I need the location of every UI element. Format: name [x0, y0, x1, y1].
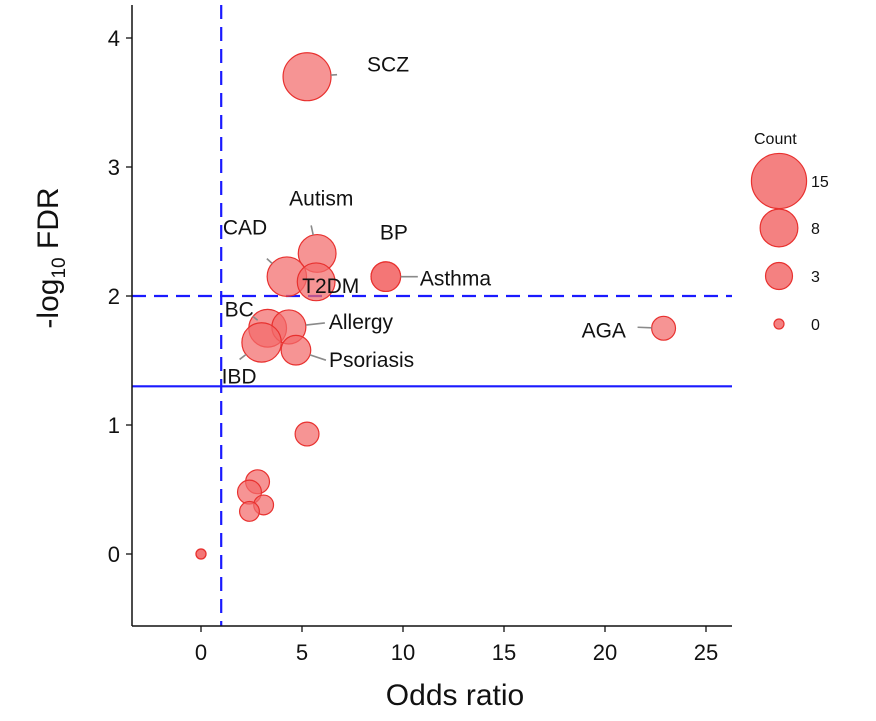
legend-label: 8 [811, 221, 820, 238]
point-label-psoriasis: Psoriasis [329, 349, 414, 372]
point-unlabeled [195, 548, 207, 560]
legend-label: 15 [811, 174, 829, 191]
point-aga [651, 315, 677, 341]
point-psoriasis [280, 334, 312, 366]
y-axis-title-subscript: 10 [49, 257, 70, 278]
data-points [195, 52, 677, 560]
x-tick-label: 25 [694, 640, 718, 665]
point-label-bp: BP [380, 222, 408, 245]
point-label-aga: AGA [582, 319, 626, 342]
reference-lines [132, 5, 732, 626]
label-leader-line [305, 322, 325, 326]
point-unlabeled [294, 421, 320, 447]
x-tick-label: 0 [195, 640, 207, 665]
legend-bubble [759, 208, 799, 248]
label-leader-line [239, 353, 247, 361]
legend-label: 0 [811, 317, 820, 334]
x-tick-label: 5 [296, 640, 308, 665]
legend-title: Count [754, 131, 797, 148]
point-label-autism: Autism [289, 187, 353, 210]
y-tick-label: 0 [108, 542, 120, 567]
point-label-cad: CAD [223, 217, 267, 240]
y-tick-label: 3 [108, 155, 120, 180]
y-axis-title-main: -log [32, 279, 65, 329]
point-label-asthma: Asthma [420, 268, 492, 291]
label-leader-line [310, 225, 314, 236]
legend-label: 3 [811, 269, 820, 286]
label-leader-line [252, 315, 259, 321]
y-axis-title-tail: FDR [32, 187, 65, 257]
legend-bubble [773, 318, 785, 330]
x-tick-label: 20 [593, 640, 617, 665]
point-ibd [241, 322, 282, 363]
y-axis-title: -log10 FDR [32, 187, 70, 328]
x-tick-label: 15 [492, 640, 516, 665]
point-t2dm [296, 262, 336, 302]
point-labels: SCZ Autism CAD T2DM BP Asthma BC Allergy IBD Psor… [222, 54, 652, 388]
point-label-t2dm: T2DM [302, 275, 359, 298]
label-leader-line [309, 354, 327, 361]
point-unlabeled [238, 500, 260, 522]
y-tick-label: 4 [108, 26, 120, 51]
point-label-ibd: IBD [222, 365, 257, 388]
legend: Count 15 8 3 0 [750, 131, 829, 334]
label-leader-line [637, 326, 652, 329]
point-label-scz: SCZ [367, 54, 409, 77]
axis-ticks: 0 5 10 15 20 25 0 1 2 3 4 [108, 26, 718, 665]
point-label-allergy: Allergy [329, 311, 394, 334]
legend-bubble [764, 261, 794, 291]
label-leader-line [266, 258, 273, 265]
legend-bubble [750, 152, 808, 210]
point-label-bc: BC [225, 298, 254, 321]
x-tick-label: 10 [391, 640, 415, 665]
point-scz [282, 52, 332, 102]
axes [131, 5, 732, 627]
x-axis-title: Odds ratio [386, 679, 524, 712]
point-asthma [370, 261, 402, 293]
y-tick-label: 2 [108, 284, 120, 309]
y-tick-label: 1 [108, 413, 120, 438]
